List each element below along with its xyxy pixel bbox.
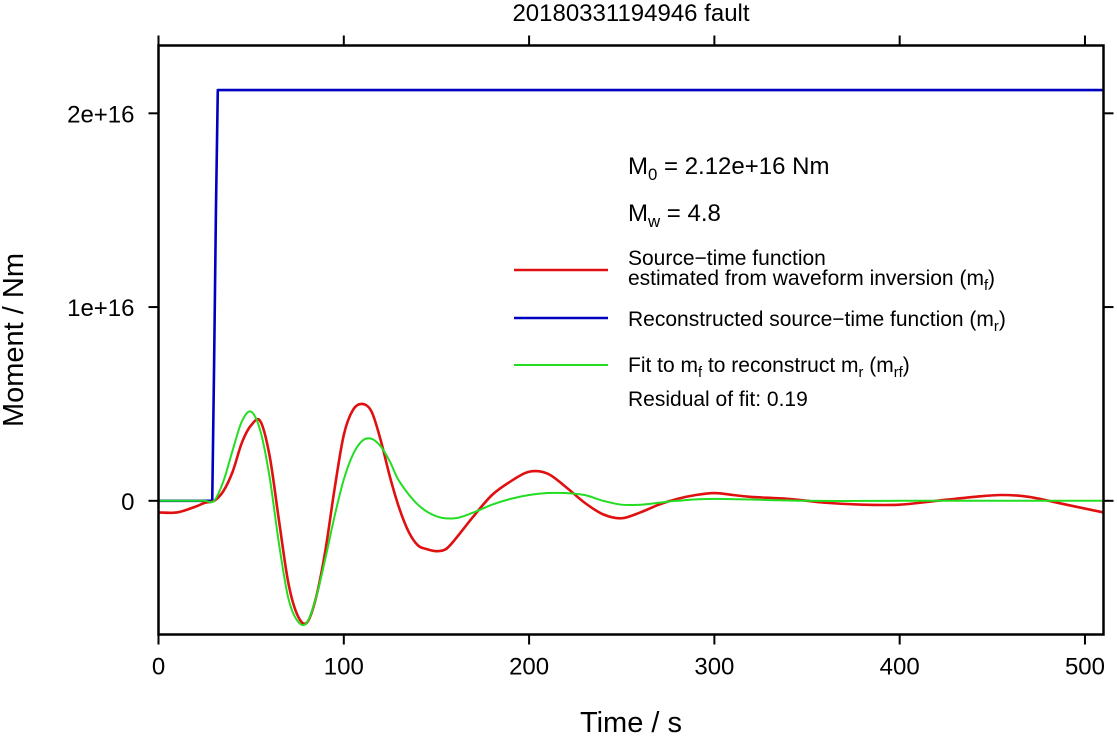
mw-value: = 4.8 [660,200,721,227]
m0-value: = 2.12e+16 Nm [657,153,830,180]
legend-mf-line1: Source−time function [628,247,826,270]
chart-title: 20180331194946 fault [512,0,749,27]
x-axis-title: Time / s [580,707,682,736]
legend-entry-mrf: Fit to mf to reconstruct mr (mrf) [628,354,910,382]
plot-frame [157,44,1105,636]
m0-subscript: 0 [648,164,658,184]
series-line-mrf [158,410,1104,627]
legend-entry-mr: Reconstructed source−time function (mr) [628,308,1006,336]
x-tick-label: 500 [1065,654,1105,681]
series-line-mr [158,88,1104,503]
x-tick-label: 100 [324,654,364,681]
mw-symbol: M [628,200,648,227]
x-tick-label: 400 [880,654,920,681]
m0-annotation: M0 = 2.12e+16 Nm [628,153,830,184]
series-layer [158,88,1104,627]
ticks-layer: 0 100 200 300 400 500 0 1e+16 2e+16 [67,35,1114,681]
legend-lines [514,268,608,366]
m0-symbol: M [628,153,648,180]
y-axis-title: Moment / Nm [0,253,30,427]
x-tick-label: 0 [152,654,165,681]
residual-annotation: Residual of fit: 0.19 [628,388,808,411]
x-tick-label: 300 [694,654,734,681]
y-tick-label: 0 [121,489,134,516]
x-tick-label: 200 [509,654,549,681]
series-line-mf [158,402,1104,626]
y-tick-label: 2e+16 [67,101,134,128]
legend-entry-mf: Source−time function estimated from wave… [628,247,996,295]
mw-annotation: Mw = 4.8 [628,200,721,231]
y-tick-label: 1e+16 [67,295,134,322]
mw-subscript: w [648,211,661,231]
legend-mf-line2: estimated from waveform inversion (mf) [628,267,996,295]
